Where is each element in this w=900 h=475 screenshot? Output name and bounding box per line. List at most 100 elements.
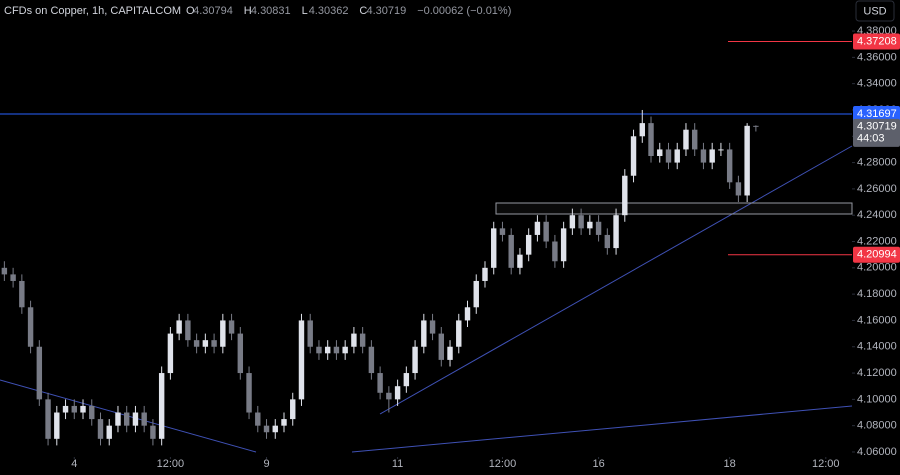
candle-body: [27, 307, 34, 347]
y-tick-label: 4.36000: [857, 51, 897, 63]
candle-body: [167, 333, 174, 374]
y-tick-label: 4.26000: [857, 183, 897, 195]
candle-body: [517, 254, 523, 268]
legend-value: 4.30362: [309, 5, 349, 17]
candle-body: [228, 320, 235, 334]
candle-body: [709, 149, 715, 163]
candle-body: [569, 215, 576, 229]
candle-body: [613, 215, 619, 249]
candle-body: [386, 392, 392, 400]
price-tag-label: 4.31697: [857, 108, 897, 120]
candle-body: [578, 215, 584, 229]
candle-body: [132, 412, 139, 426]
candle-body: [648, 123, 654, 157]
candle-body: [368, 346, 375, 374]
candle-body: [281, 419, 287, 426]
price-tag: [853, 246, 900, 263]
y-tick-label: 4.22000: [857, 235, 897, 247]
candle-body: [744, 125, 750, 196]
y-tick-label: 4.34000: [857, 78, 897, 90]
candle-body: [193, 340, 200, 347]
candle-body: [534, 221, 541, 235]
candle-body: [447, 346, 453, 360]
candle-body: [19, 280, 25, 308]
levels: [0, 40, 852, 256]
candle-body: [359, 333, 366, 347]
y-tick-label: 4.28000: [857, 156, 897, 168]
candle-body: [307, 320, 313, 347]
candle-body: [394, 386, 401, 400]
x-tick-label: 11: [392, 458, 403, 470]
candle-body: [342, 346, 348, 354]
candle-body: [726, 149, 733, 183]
y-tick-label: 4.20000: [857, 262, 897, 274]
candle-body: [377, 373, 383, 393]
candle-body: [412, 346, 418, 374]
candle-body: [464, 307, 471, 321]
y-tick-label: 4.10000: [857, 393, 897, 405]
candle-body: [482, 267, 488, 281]
x-tick-label: 16: [592, 458, 604, 470]
ohlc-legend: O4.30794 H 4.30831 L 4.30362 C 4.30719 −0.00062…: [186, 5, 511, 17]
candle-body: [508, 234, 514, 268]
zone-box: [495, 202, 853, 215]
candles: [1, 109, 759, 446]
candle-body: [552, 241, 558, 262]
candle-body: [36, 346, 43, 400]
candle-body: [316, 346, 322, 354]
candle-body: [683, 129, 689, 150]
candle-body: [123, 412, 130, 426]
candle-body: [560, 228, 567, 262]
candle-body: [691, 129, 698, 150]
candle-body: [403, 373, 410, 387]
candle-body: [54, 412, 60, 439]
legend-value: 4.30719: [367, 5, 407, 17]
candle-body: [263, 425, 270, 433]
candle-body: [62, 405, 69, 413]
y-tick-label: 4.06000: [857, 446, 897, 458]
candle-body: [202, 340, 209, 347]
y-tick-label: 4.18000: [857, 288, 897, 300]
candle-body: [587, 221, 593, 229]
candle-body: [176, 320, 182, 334]
candle-body: [429, 320, 436, 334]
candle-body: [604, 234, 611, 249]
candle-body: [753, 125, 759, 127]
candle-body: [220, 320, 226, 347]
candle-body: [718, 149, 724, 151]
legend-value: 4.30831: [251, 5, 291, 17]
candle-body: [639, 123, 645, 137]
candle-body: [525, 234, 532, 255]
countdown: 44:03: [857, 133, 885, 145]
candle-body: [211, 340, 217, 347]
x-tick-label: 4: [71, 458, 77, 470]
price-tag: [853, 118, 900, 147]
chart-title: CFDs on Copper, 1h, CAPITALCOM: [4, 5, 181, 17]
candle-body: [272, 425, 278, 433]
candle-body: [324, 346, 331, 354]
trendline: [351, 405, 853, 453]
candle-body: [115, 412, 121, 426]
candle-body: [700, 149, 707, 163]
candle-body: [333, 346, 340, 354]
candle-body: [657, 149, 663, 157]
candle-body: [150, 425, 156, 439]
candle-body: [491, 228, 497, 268]
x-tick-label: 12:00: [812, 458, 840, 470]
candle-body: [674, 149, 680, 163]
candle-body: [10, 274, 16, 281]
candle-body: [298, 320, 305, 400]
candle-body: [89, 405, 95, 420]
y-tick-label: 4.12000: [857, 367, 897, 379]
candle-body: [255, 412, 261, 426]
y-axis: 4.06000 4.08000 4.10000 4.12000 4.14000 4.160…: [852, 25, 897, 458]
candle-body: [158, 373, 165, 439]
legend-key: C: [359, 5, 367, 17]
candle-body: [246, 373, 252, 413]
currency[interactable]: USD: [863, 5, 886, 17]
currency-button[interactable]: [855, 0, 895, 22]
y-tick-label: 4.14000: [857, 341, 897, 353]
